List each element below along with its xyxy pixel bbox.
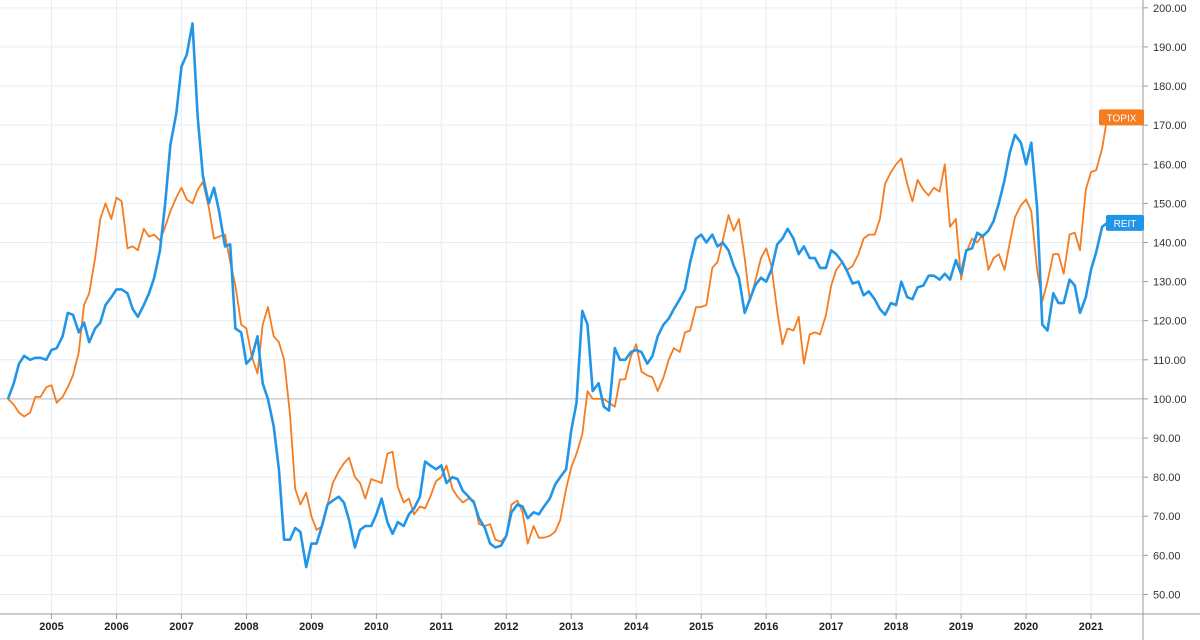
series-tag-label: REIT [1114,219,1137,230]
series-end-tags: TOPIX REIT [1099,109,1144,231]
y-tick-label: 110.00 [1153,355,1186,367]
y-tick-label: 60.00 [1153,550,1181,562]
x-tick-label: 2016 [754,621,778,633]
x-tick-label: 2014 [624,621,649,633]
y-tick-label: 200.00 [1153,3,1187,15]
x-tick-label: 2009 [299,621,323,633]
x-tick-label: 2011 [429,621,453,633]
y-tick-label: 150.00 [1153,198,1187,210]
y-tick-label: 130.00 [1153,277,1187,289]
grid-lines [0,0,1143,614]
x-tick-label: 2013 [559,621,583,633]
series-tag-topix [1099,109,1144,126]
series-lines [6,22,1109,569]
x-tick-label: 2019 [949,621,973,633]
x-tick-label: 2018 [884,621,908,633]
x-tick-label: 2006 [104,621,128,633]
series-tag-label: TOPIX [1107,113,1137,124]
x-tick-label: 2012 [494,621,518,633]
y-tick-label: 160.00 [1153,159,1187,171]
y-axis-ticks: 50.00 60.00 70.00 80.00 90.00 100.00 110.00 120… [1143,3,1187,601]
y-tick-label: 70.00 [1153,511,1181,523]
y-tick-label: 140.00 [1153,237,1187,249]
x-tick-label: 2010 [364,621,388,633]
y-tick-label: 190.00 [1153,42,1187,54]
x-axis-ticks: 2005 2006 2007 2008 2009 2010 2011 2012 2013 2014… [39,614,1103,633]
y-tick-label: 100.00 [1153,394,1187,406]
y-tick-label: 170.00 [1153,120,1187,132]
y-tick-label: 80.00 [1153,472,1181,484]
y-tick-label: 90.00 [1153,433,1181,445]
x-tick-label: 2017 [819,621,843,633]
x-tick-label: 2005 [39,621,63,633]
series-tag-reit [1106,214,1144,231]
y-tick-label: 180.00 [1153,81,1187,93]
series-line-topix [7,117,1109,545]
x-tick-label: 2015 [689,621,713,633]
y-tick-label: 50.00 [1153,589,1181,601]
x-tick-label: 2020 [1014,621,1038,633]
y-tick-label: 120.00 [1153,316,1187,328]
x-tick-label: 2007 [169,621,193,633]
x-tick-label: 2021 [1079,621,1103,633]
series-line-reit [6,22,1109,569]
x-tick-label: 2008 [234,621,258,633]
